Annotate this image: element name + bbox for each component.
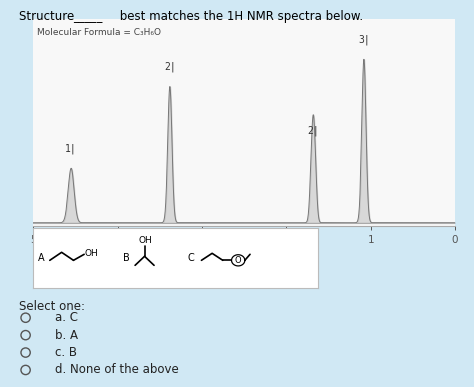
Text: OH: OH <box>138 236 152 245</box>
Text: O: O <box>235 256 241 265</box>
Text: 2|: 2| <box>308 125 319 135</box>
Text: _____: _____ <box>73 10 103 23</box>
Text: Molecular Formula = C₃H₆O: Molecular Formula = C₃H₆O <box>37 27 162 37</box>
X-axis label: PPM: PPM <box>233 248 255 258</box>
Text: OH: OH <box>85 249 99 258</box>
Text: 2|: 2| <box>164 62 176 72</box>
Text: d. None of the above: d. None of the above <box>55 363 178 377</box>
Text: A: A <box>38 253 45 263</box>
Text: Structure: Structure <box>19 10 78 23</box>
Text: a. C: a. C <box>55 311 78 324</box>
Text: c. B: c. B <box>55 346 76 359</box>
Text: 3|: 3| <box>358 34 370 45</box>
Text: b. A: b. A <box>55 329 78 342</box>
Text: 1|: 1| <box>65 143 77 154</box>
Text: Select one:: Select one: <box>19 300 85 313</box>
Text: best matches the 1H NMR spectra below.: best matches the 1H NMR spectra below. <box>116 10 363 23</box>
Text: B: B <box>123 253 130 263</box>
Text: C: C <box>187 253 194 263</box>
